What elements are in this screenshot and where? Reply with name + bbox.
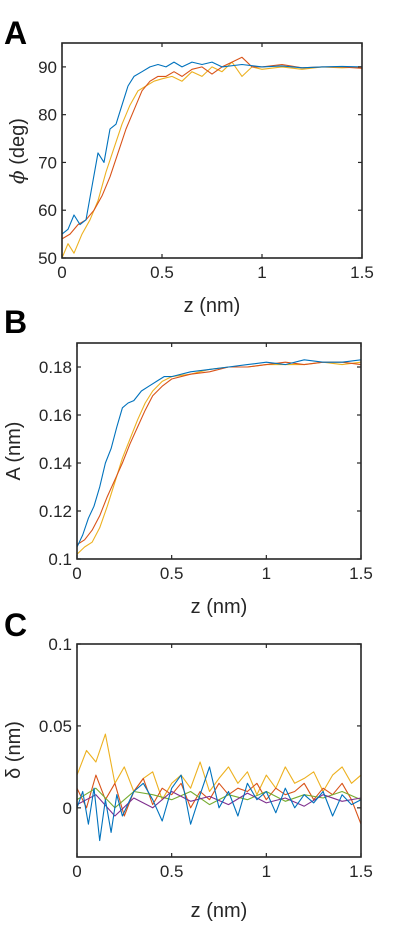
panel-c-xlabel: z (nm): [191, 900, 248, 922]
panel-b-ytick-label: 0.1: [48, 550, 72, 569]
panel-c-series-blue-line: [77, 766, 361, 842]
panel-a-ylabel-symbol: ϕ: [5, 170, 29, 184]
panel-c-ytick-label: 0: [63, 799, 72, 818]
panel-a-ytick-label: 80: [38, 106, 57, 125]
panel-c-series-purple-line: [77, 790, 361, 817]
panel-b-ytick-label: 0.12: [39, 502, 72, 521]
panel-c-ytick-label: 0.05: [39, 717, 72, 736]
panel-c-ylabel: δ (nm): [3, 721, 25, 779]
panel-c-ticks: [76, 643, 362, 857]
panel-b-xtick-label: 1: [262, 564, 271, 583]
panel-a-ytick-label: 50: [38, 249, 57, 268]
panel-c-xtick-label: 0.5: [160, 862, 184, 881]
panel-b-ticks: [76, 343, 362, 560]
panel-a-xtick-label: 1.5: [350, 263, 374, 282]
panel-a-xtick-label: 0: [57, 263, 66, 282]
panel-a-xlabel: z (nm): [184, 295, 241, 317]
panel-a-ytick-label: 70: [38, 153, 57, 172]
panel-a-ytick-label: 90: [38, 58, 57, 77]
panel-a-xtick-label: 0.5: [150, 263, 174, 282]
panel-letter-b: B: [4, 304, 27, 340]
panel-a-ticks: [61, 43, 363, 259]
panel-a-tick-labels: 0 0.5 1 1.5 50 60 70 80 90: [38, 58, 374, 282]
panel-a-xtick-label: 1: [257, 263, 266, 282]
panel-b-series: [77, 359, 361, 555]
panel-letter-a: A: [4, 15, 27, 51]
panel-b-series-yellow-line: [77, 361, 361, 555]
panel-b-xtick-label: 1.5: [349, 564, 373, 583]
panel-c-series-yellow-line: [77, 733, 361, 801]
panel-c-xtick-label: 0: [72, 862, 81, 881]
panel-b-xlabel: z (nm): [191, 596, 248, 618]
panel-a-series-blue-line: [62, 61, 362, 235]
panel-b-series-blue-line: [77, 359, 361, 548]
panel-c-xtick-label: 1: [262, 862, 271, 881]
panel-letter-c: C: [4, 607, 27, 643]
panel-a: A 0 0.5 1 1.5 50 60 70 80 90 z (nm) ϕ (deg): [4, 15, 374, 317]
panel-c-tick-labels: 0 0.5 1 1.5 0 0.05 0.1: [39, 635, 373, 881]
panel-b-tick-labels: 0 0.5 1 1.5 0.1 0.12 0.14 0.16 0.18: [39, 358, 373, 583]
panel-c-series-green-line: [77, 787, 361, 809]
panel-b-series-orange-line: [77, 361, 361, 546]
panel-b-xtick-label: 0.5: [160, 564, 184, 583]
panel-a-ytick-label: 60: [38, 201, 57, 220]
panel-b-axes: [76, 342, 362, 560]
panel-c-xtick-label: 1.5: [349, 862, 373, 881]
panel-b: B 0 0.5 1 1.5 0.1 0.12 0.14 0.16 0.18 z (nm) A (…: [3, 304, 373, 618]
panel-c-series-orange-line: [77, 774, 361, 825]
panel-b-xtick-label: 0: [72, 564, 81, 583]
panel-a-ylabel-unit: (deg): [7, 118, 29, 170]
panel-b-ytick-label: 0.14: [39, 454, 72, 473]
panel-c-axes: [76, 643, 362, 858]
panel-c: C 0 0.5 1 1.5 0 0.05 0.1 z (nm) δ (nm): [3, 607, 373, 922]
panel-b-ytick-label: 0.16: [39, 406, 72, 425]
panel-c-ytick-label: 0.1: [48, 635, 72, 654]
panel-a-ylabel: ϕ (deg): [5, 118, 29, 184]
panel-a-series: [62, 56, 362, 258]
panel-c-series: [77, 733, 361, 842]
panel-b-ytick-label: 0.18: [39, 358, 72, 377]
panel-b-ylabel: A (nm): [3, 422, 25, 481]
panel-a-axes: [61, 42, 363, 259]
panel-a-series-yellow-line: [62, 61, 362, 258]
